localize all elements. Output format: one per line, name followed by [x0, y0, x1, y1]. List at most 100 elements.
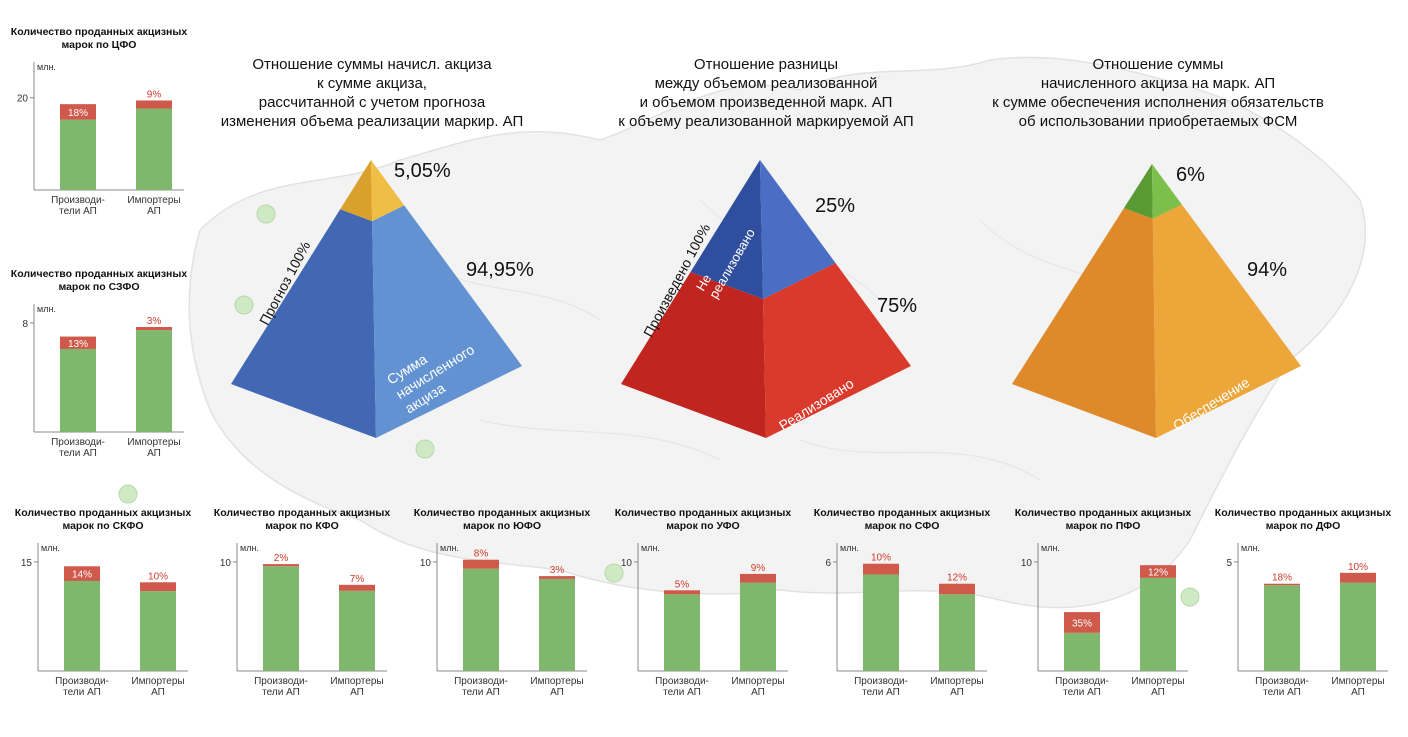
bar-red — [263, 564, 299, 567]
bar-red — [136, 100, 172, 109]
category-label: тели АП — [63, 687, 101, 698]
units-label: млн. — [1041, 543, 1060, 553]
bar-green — [863, 574, 899, 671]
category-label: Производи- — [655, 676, 709, 687]
chart-yufo: Количество проданных акцизных марок по Ю… — [407, 507, 597, 737]
bar-percent-label: 7% — [350, 574, 365, 585]
units-label: млн. — [440, 543, 459, 553]
pyramid-top-left-face — [1124, 164, 1153, 219]
category-label: АП — [1351, 687, 1365, 698]
map-marker — [1180, 587, 1200, 607]
category-label: Производи- — [454, 676, 508, 687]
bar-green — [539, 578, 575, 671]
bar-red — [863, 563, 899, 575]
pyramid-bottom-right-face — [763, 263, 911, 438]
units-label: млн. — [1241, 543, 1260, 553]
category-label: Импортеры — [930, 676, 983, 687]
pyramid-3-title: Отношение суммы начисленного акциза на м… — [992, 56, 1324, 130]
bar-green — [463, 568, 499, 671]
pyramid-3-top-percent: 6% — [1176, 164, 1205, 186]
category-label: тели АП — [262, 687, 300, 698]
bar-red — [1264, 583, 1300, 586]
bar-percent-label: 13% — [68, 339, 88, 350]
bar-green — [60, 348, 96, 432]
pyramid-bottom-left-face — [621, 272, 766, 438]
category-label: Импортеры — [1131, 676, 1184, 687]
bar-red — [664, 590, 700, 595]
bar-red — [1064, 612, 1100, 633]
pyramid-3 — [1012, 164, 1301, 438]
chart-title: Количество проданных акцизных марок по Ц… — [10, 26, 188, 51]
pyramid-bottom-right-face — [1152, 204, 1301, 438]
map-marker — [604, 563, 624, 583]
category-label: АП — [950, 687, 964, 698]
chart-title: Количество проданных акцизных марок по Д… — [1214, 507, 1392, 532]
pyramid-2-bottom-percent: 75% — [877, 295, 918, 317]
chart-sfo: Количество проданных акцизных марок по С… — [807, 507, 997, 737]
bar-green — [339, 590, 375, 671]
category-label: Импортеры — [127, 195, 180, 206]
units-label: млн. — [37, 62, 56, 72]
chart-dfo: Количество проданных акцизных марок по Д… — [1208, 507, 1398, 737]
chart-pfo: Количество проданных акцизных марок по П… — [1008, 507, 1198, 737]
pyramid-top-right-face — [371, 160, 405, 222]
pyramid-2-title: Отношение разницы между объемом реализов… — [618, 56, 914, 130]
chart-skfo: Количество проданных акцизных марок по С… — [8, 507, 198, 737]
category-label: Производи- — [254, 676, 308, 687]
y-tick-label: 10 — [420, 558, 432, 569]
chart-title: Количество проданных акцизных марок по С… — [14, 507, 192, 532]
bar-red — [140, 582, 176, 592]
pyramid-top-right-face — [760, 160, 836, 299]
chart-cfo: Количество проданных акцизных марок по Ц… — [4, 26, 194, 256]
bar-green — [140, 591, 176, 671]
category-label: тели АП — [59, 206, 97, 217]
chart-title: Количество проданных акцизных марок по К… — [213, 507, 391, 532]
y-tick-label: 15 — [21, 558, 33, 569]
units-label: млн. — [41, 543, 60, 553]
pyramid-2 — [621, 160, 911, 438]
bar-percent-label: 3% — [147, 316, 162, 327]
units-label: млн. — [240, 543, 259, 553]
category-label: Производи- — [51, 437, 105, 448]
category-label: АП — [350, 687, 364, 698]
category-label: тели АП — [462, 687, 500, 698]
category-label: АП — [147, 448, 161, 459]
map-marker — [234, 295, 254, 315]
bar-red — [1340, 572, 1376, 583]
category-label: АП — [151, 687, 165, 698]
bar-percent-label: 10% — [871, 553, 891, 564]
bar-red — [64, 566, 100, 581]
bar-green — [60, 119, 96, 190]
pyramid-bottom-right-face — [372, 205, 522, 438]
y-tick-label: 10 — [220, 558, 232, 569]
pyramid-top-right-face — [1152, 164, 1182, 219]
category-label: Импортеры — [530, 676, 583, 687]
bar-green — [939, 594, 975, 671]
category-label: Производи- — [1255, 676, 1309, 687]
category-label: тели АП — [59, 448, 97, 459]
category-label: Импортеры — [731, 676, 784, 687]
bar-green — [136, 330, 172, 432]
bar-percent-label: 35% — [1072, 618, 1092, 629]
map-marker — [415, 439, 435, 459]
bar-red — [60, 104, 96, 120]
bar-percent-label: 14% — [72, 570, 92, 581]
pyramid-bottom-left-face — [231, 209, 376, 438]
pyramid-top-left-face — [340, 160, 373, 222]
bar-percent-label: 18% — [68, 108, 88, 119]
map-marker — [256, 204, 276, 224]
bar-percent-label: 10% — [1348, 562, 1368, 573]
bar-percent-label: 10% — [148, 571, 168, 582]
category-label: тели АП — [663, 687, 701, 698]
y-tick-label: 5 — [1226, 558, 1232, 569]
chart-ufo: Количество проданных акцизных марок по У… — [608, 507, 798, 737]
y-tick-label: 10 — [1021, 558, 1033, 569]
category-label: Импортеры — [131, 676, 184, 687]
bar-percent-label: 9% — [751, 563, 766, 574]
category-label: тели АП — [1263, 687, 1301, 698]
category-label: Производи- — [51, 195, 105, 206]
